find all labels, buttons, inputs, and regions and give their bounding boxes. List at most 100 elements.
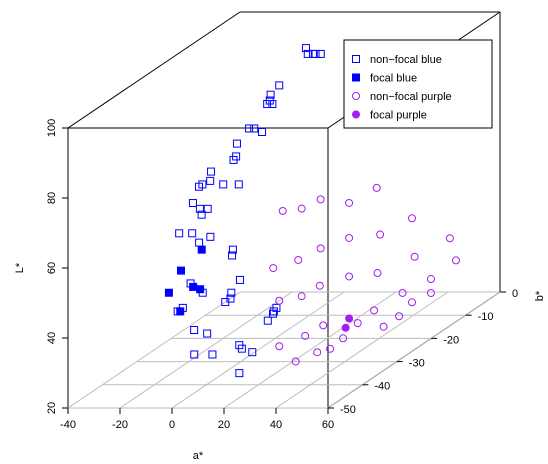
point <box>345 233 354 242</box>
point <box>395 312 404 321</box>
point <box>308 49 317 58</box>
point <box>315 281 324 290</box>
point <box>316 195 325 204</box>
y-tick-label: -20 <box>443 334 459 346</box>
y-tick-label: -40 <box>374 381 390 393</box>
point <box>269 307 278 316</box>
point <box>297 292 306 301</box>
point <box>303 49 312 58</box>
x-tick-label: 60 <box>322 419 334 431</box>
z-axis-label: L* <box>14 262 26 273</box>
point <box>373 269 382 278</box>
point <box>196 285 205 294</box>
point <box>294 255 303 264</box>
point <box>302 44 310 53</box>
point <box>206 176 215 185</box>
point <box>229 155 238 164</box>
point <box>269 264 278 273</box>
point <box>275 296 284 305</box>
point <box>426 275 435 284</box>
x-tick-label: 20 <box>218 419 230 431</box>
point <box>203 329 212 338</box>
point <box>164 288 173 297</box>
legend-marker <box>352 73 360 82</box>
point <box>426 289 435 298</box>
point <box>235 275 244 284</box>
point <box>245 124 254 133</box>
point <box>176 307 185 316</box>
point <box>301 331 310 340</box>
point <box>372 183 381 192</box>
point <box>291 357 300 366</box>
y-axis-label: b* <box>534 290 546 301</box>
point <box>408 214 416 223</box>
point <box>228 251 237 260</box>
z-tick-label: 60 <box>46 262 58 274</box>
point <box>206 232 215 241</box>
grid-line <box>67 291 241 409</box>
point <box>190 350 199 359</box>
y-tick-label: -30 <box>409 358 425 370</box>
legend-label: non−focal purple <box>370 91 452 103</box>
legend-marker <box>352 92 360 100</box>
point <box>263 316 272 325</box>
point <box>234 180 243 189</box>
point <box>263 100 272 109</box>
grid-line <box>223 291 397 409</box>
z-tick-label: 20 <box>46 402 58 414</box>
point <box>326 344 335 353</box>
point <box>345 272 354 281</box>
grid-line <box>171 291 345 409</box>
x-tick-label: 40 <box>270 419 282 431</box>
point <box>445 234 454 243</box>
point <box>379 322 388 331</box>
box-edge <box>67 11 241 129</box>
point <box>250 124 259 133</box>
point <box>297 204 306 213</box>
point <box>353 319 362 328</box>
x-tick-label: 0 <box>169 419 175 431</box>
point <box>194 182 203 191</box>
grid-line <box>275 291 449 409</box>
point <box>339 334 348 343</box>
point <box>258 127 267 136</box>
point <box>376 230 385 239</box>
point <box>175 229 184 238</box>
point <box>345 198 354 207</box>
point <box>275 81 284 90</box>
point <box>189 282 198 291</box>
points <box>164 44 460 378</box>
point <box>221 298 230 307</box>
legend: non−focal blue focal blue non−focal purple… <box>343 39 493 129</box>
point <box>268 100 277 109</box>
z-tick-label: 40 <box>46 332 58 344</box>
point <box>316 244 325 253</box>
point <box>410 252 419 261</box>
point <box>203 204 212 213</box>
point <box>190 326 199 335</box>
point <box>370 306 379 315</box>
grid-line <box>119 291 293 409</box>
grid-line <box>327 291 501 409</box>
z-tick-label: 80 <box>46 192 58 204</box>
point <box>227 288 236 297</box>
point <box>248 348 257 357</box>
z-tick-label: 100 <box>46 119 58 137</box>
point <box>232 139 241 148</box>
point <box>188 199 197 208</box>
point <box>177 266 185 275</box>
point <box>219 180 228 189</box>
point <box>319 321 328 330</box>
point <box>195 204 204 213</box>
point <box>311 49 320 58</box>
point <box>197 245 206 254</box>
x-axis-label: a* <box>193 450 204 462</box>
point <box>188 229 197 238</box>
point <box>278 206 287 215</box>
legend-marker <box>352 55 360 63</box>
y-tick-label: 0 <box>512 288 518 300</box>
point <box>451 256 460 265</box>
grid <box>67 291 501 409</box>
y-tick-label: -10 <box>478 311 494 323</box>
